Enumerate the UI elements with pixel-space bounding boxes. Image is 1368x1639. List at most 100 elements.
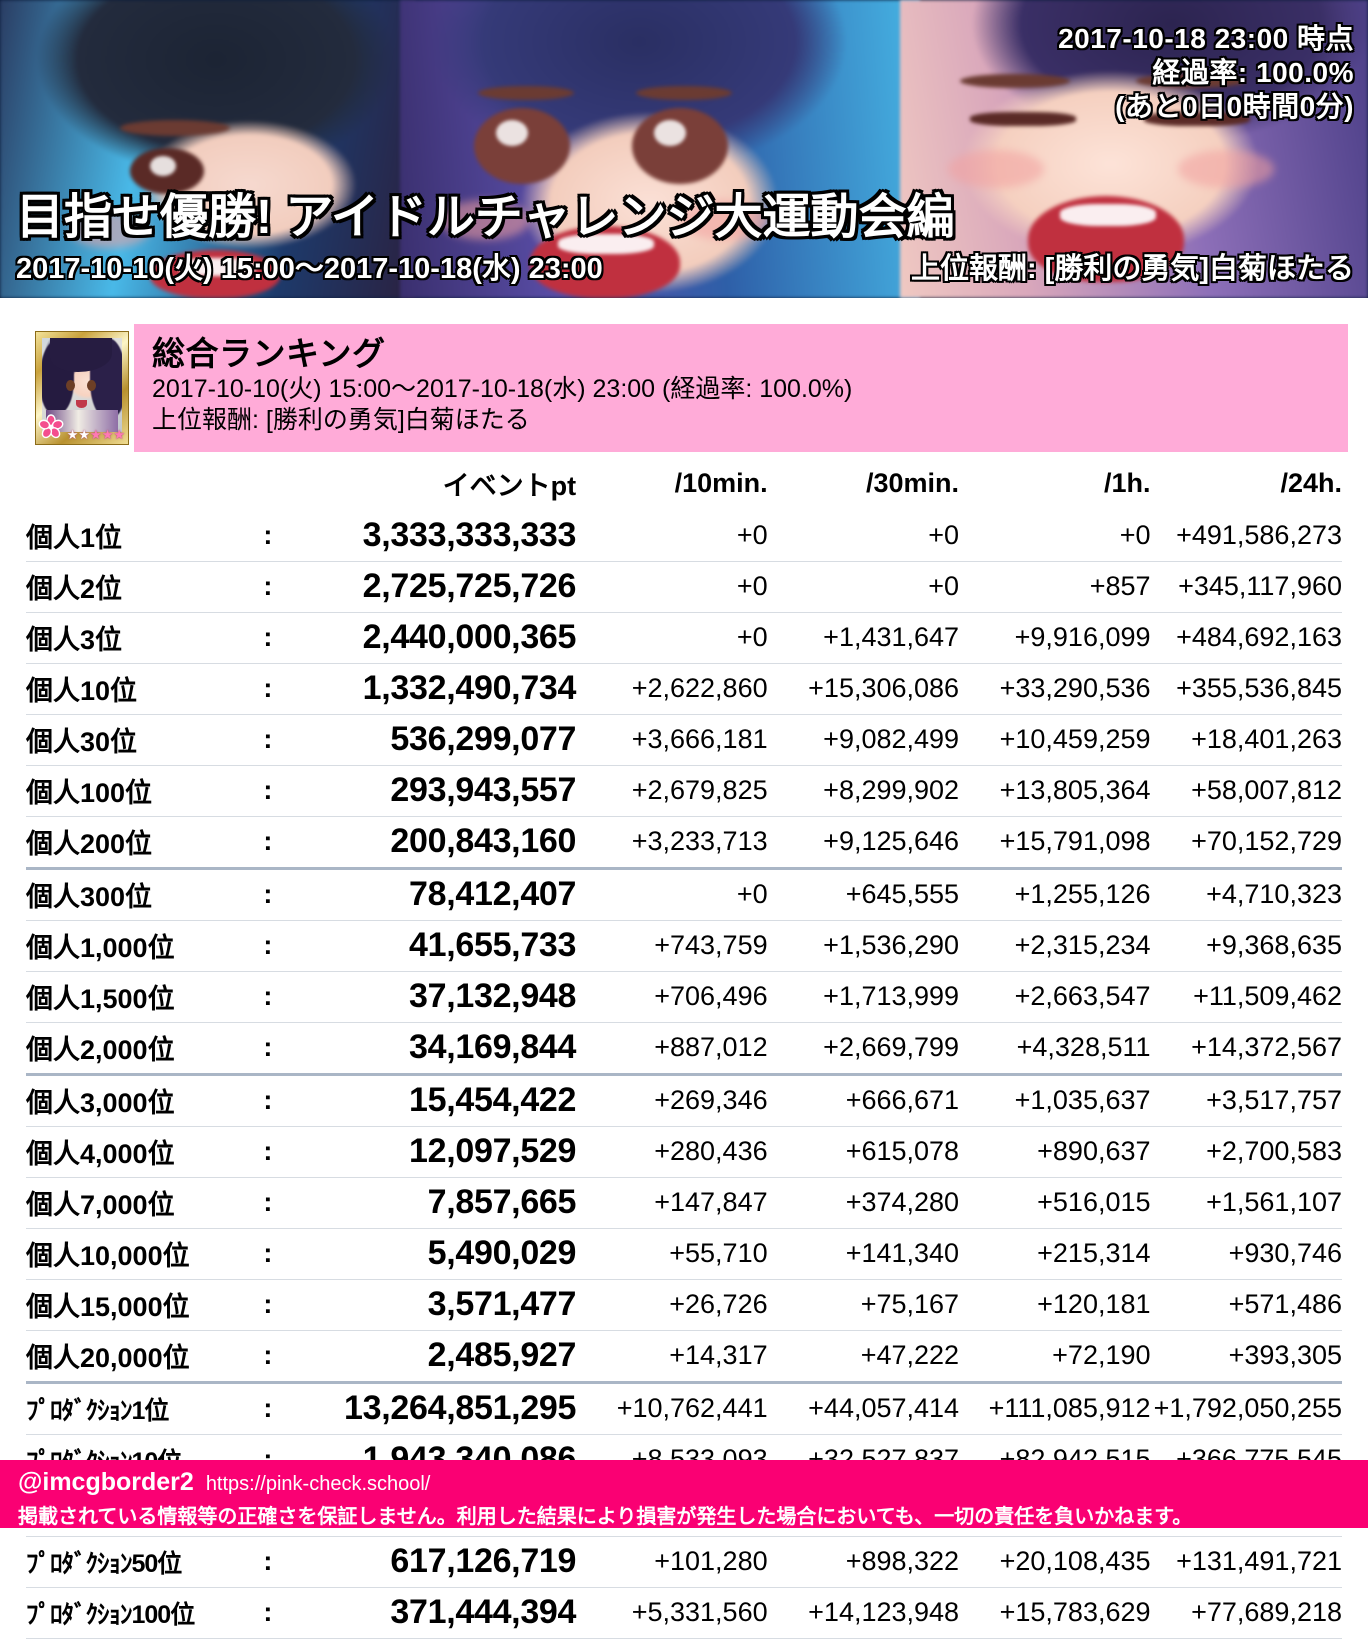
row-delta-24h: +131,491,721 <box>1150 1536 1342 1588</box>
row-delta-24h: +355,536,845 <box>1150 663 1342 715</box>
col-head-colon <box>250 464 286 511</box>
footer-handle[interactable]: @imcgborder2 <box>18 1468 194 1496</box>
col-head-30min: /30min. <box>866 468 960 498</box>
row-delta-10min: +3,233,713 <box>576 816 768 870</box>
row-event-points: 2,440,000,365 <box>285 612 576 664</box>
row-event-points: 13,264,851,295 <box>285 1382 576 1435</box>
row-colon: : <box>249 1536 286 1588</box>
row-event-points: 1,332,490,734 <box>285 663 576 715</box>
row-rank-label: 個人10位 <box>26 663 250 715</box>
row-colon: : <box>249 868 286 921</box>
row-delta-24h: +9,368,635 <box>1150 920 1342 972</box>
row-delta-1h: +0 <box>959 511 1151 562</box>
row-delta-30min: +374,280 <box>767 1177 960 1229</box>
footer-url[interactable]: https://pink-check.school/ <box>205 1473 431 1495</box>
row-event-points: 3,333,333,333 <box>285 511 576 562</box>
table-row: 個人3,000位:15,454,422 +269,346 +666,671 +1,03… <box>26 1074 1342 1127</box>
star-icon: ★ <box>66 427 79 442</box>
cherry-blossom-icon <box>38 414 64 440</box>
row-rank-label: 個人1,500位 <box>26 971 250 1023</box>
row-delta-1h: +120,181 <box>959 1279 1151 1331</box>
ranking-header-panel: ★ ★ ★ ★ ★ 総合ランキング 2017-10-10(火) 15:00〜20… <box>24 324 1348 452</box>
row-delta-10min: +0 <box>576 561 768 613</box>
row-delta-1h: +1,255,126 <box>959 868 1151 921</box>
remaining-time: (あと0日0時間0分) <box>1115 91 1354 122</box>
row-delta-10min: +280,436 <box>576 1126 768 1178</box>
card-rarity-stars: ★ ★ ★ ★ ★ <box>67 428 125 441</box>
row-colon: : <box>249 920 286 972</box>
character-art-left <box>0 0 415 298</box>
row-delta-24h: +1,561,107 <box>1150 1177 1342 1229</box>
table-row: 個人300位:78,412,407 +0 +645,555 +1,255,126 +4,… <box>26 868 1342 921</box>
row-delta-30min: +14,123,948 <box>767 1587 960 1639</box>
row-delta-10min: +269,346 <box>576 1074 768 1127</box>
row-rank-label: 個人100位 <box>26 765 250 817</box>
col-head-10min: /10min. <box>674 468 768 498</box>
row-delta-1h: +13,805,364 <box>959 765 1151 817</box>
row-delta-24h: +571,486 <box>1150 1279 1342 1331</box>
col-head-24h: /24h. <box>1280 468 1342 498</box>
row-delta-1h: +10,459,259 <box>959 714 1151 766</box>
idol-card-thumbnail: ★ ★ ★ ★ ★ <box>24 324 134 452</box>
row-rank-label: 個人3位 <box>26 612 250 664</box>
col-head-rank <box>26 464 250 511</box>
row-event-points: 200,843,160 <box>285 816 576 870</box>
row-rank-label: 個人7,000位 <box>26 1177 250 1229</box>
row-delta-30min: +0 <box>767 511 960 562</box>
table-row: 個人10位:1,332,490,734 +2,622,860 +15,306,086… <box>26 663 1342 715</box>
table-row: 個人2位:2,725,725,726 +0 +0 +857 +345,117,960 <box>26 561 1342 613</box>
row-delta-10min: +0 <box>576 511 768 562</box>
card-frame: ★ ★ ★ ★ ★ <box>36 332 128 444</box>
row-delta-1h: +15,783,629 <box>959 1587 1151 1639</box>
row-event-points: 34,169,844 <box>285 1022 576 1076</box>
star-icon: ★ <box>101 427 114 442</box>
table-row: ﾌﾟﾛﾀﾞｸｼｮﾝ50位:617,126,719 +101,280 +898,322… <box>26 1536 1342 1588</box>
ranking-table: イベントpt /10min. /30min. /1h. /24h. 個人1位:3… <box>26 464 1342 1639</box>
character-art-center <box>400 0 920 298</box>
row-delta-1h: +2,315,234 <box>959 920 1151 972</box>
ranking-period: 2017-10-10(火) 15:00〜2017-10-18(水) 23:00 … <box>152 375 853 403</box>
row-delta-30min: +75,167 <box>767 1279 960 1331</box>
star-icon: ★ <box>78 427 91 442</box>
row-rank-label: 個人2,000位 <box>26 1022 250 1076</box>
row-delta-10min: +887,012 <box>576 1022 768 1076</box>
row-delta-24h: +70,152,729 <box>1150 816 1342 870</box>
row-delta-24h: +2,700,583 <box>1150 1126 1342 1178</box>
row-delta-10min: +14,317 <box>576 1330 768 1384</box>
row-delta-30min: +141,340 <box>767 1228 960 1280</box>
table-row: 個人3位:2,440,000,365 +0 +1,431,647 +9,916,099… <box>26 612 1342 664</box>
row-delta-1h: +890,637 <box>959 1126 1151 1178</box>
table-row: 個人2,000位:34,169,844 +887,012 +2,669,799 +4,… <box>26 1022 1342 1076</box>
row-event-points: 2,485,927 <box>285 1330 576 1384</box>
row-delta-10min: +3,666,181 <box>576 714 768 766</box>
row-event-points: 41,655,733 <box>285 920 576 972</box>
row-delta-10min: +147,847 <box>576 1177 768 1229</box>
row-delta-10min: +10,762,441 <box>576 1382 768 1435</box>
row-delta-24h: +4,710,323 <box>1150 868 1342 921</box>
row-rank-label: 個人1,000位 <box>26 920 250 972</box>
table-row: 個人7,000位:7,857,665 +147,847 +374,280 +516,0… <box>26 1177 1342 1229</box>
row-colon: : <box>249 1382 286 1435</box>
row-delta-10min: +2,679,825 <box>576 765 768 817</box>
row-rank-label: ﾌﾟﾛﾀﾞｸｼｮﾝ1位 <box>26 1382 250 1435</box>
row-delta-10min: +706,496 <box>576 971 768 1023</box>
row-colon: : <box>249 1330 286 1384</box>
row-event-points: 5,490,029 <box>285 1228 576 1280</box>
row-delta-24h: +1,792,050,255 <box>1150 1382 1342 1435</box>
table-row: 個人20,000位:2,485,927 +14,317 +47,222 +72,190… <box>26 1330 1342 1384</box>
character-art-right <box>900 0 1368 298</box>
table-row: 個人4,000位:12,097,529 +280,436 +615,078 +890,… <box>26 1126 1342 1178</box>
col-head-points: イベントpt <box>442 471 577 501</box>
card-portrait <box>42 338 122 432</box>
banner-meta: 2017-10-18 23:00 時点 経過率: 100.0% (あと0日0時間… <box>1058 22 1354 124</box>
row-delta-24h: +18,401,263 <box>1150 714 1342 766</box>
row-event-points: 293,943,557 <box>285 765 576 817</box>
row-delta-1h: +4,328,511 <box>959 1022 1151 1076</box>
row-delta-30min: +666,671 <box>767 1074 960 1127</box>
row-delta-24h: +58,007,812 <box>1150 765 1342 817</box>
row-delta-24h: +491,586,273 <box>1150 511 1342 562</box>
row-event-points: 7,857,665 <box>285 1177 576 1229</box>
row-colon: : <box>249 1279 286 1331</box>
row-delta-1h: +33,290,536 <box>959 663 1151 715</box>
table-row: ﾌﾟﾛﾀﾞｸｼｮﾝ100位:371,444,394 +5,331,560 +14,1… <box>26 1587 1342 1639</box>
